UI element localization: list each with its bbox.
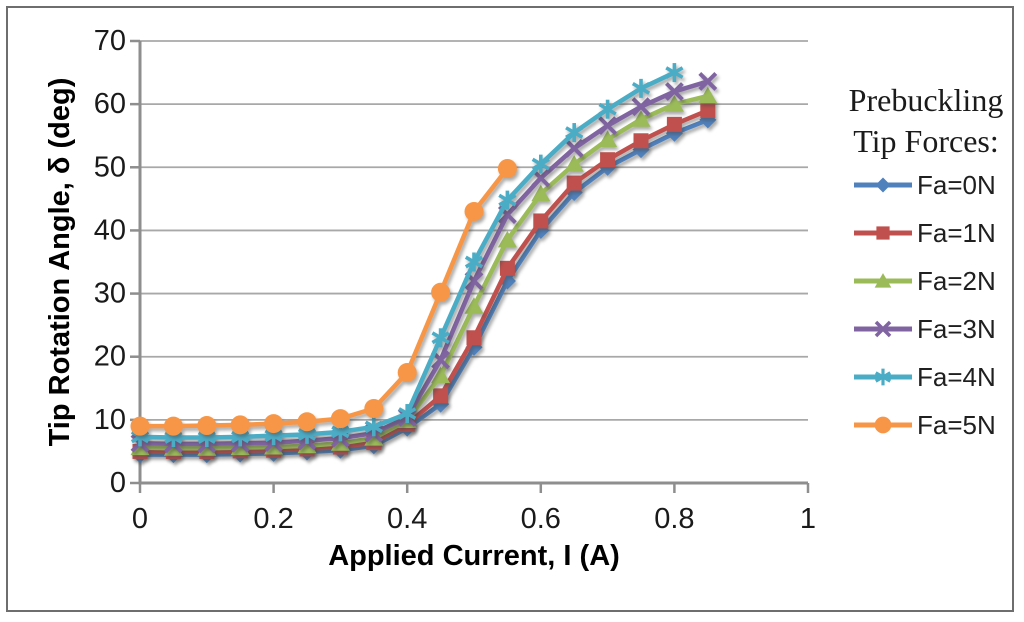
- legend: Prebuckling Tip Forces: Fa=0N Fa=1N Fa=2N F…: [828, 80, 1024, 440]
- y-tick-label: 60: [94, 88, 126, 120]
- x-tick-label: 0: [132, 503, 148, 535]
- legend-label: Fa=5N: [917, 409, 996, 440]
- legend-items: Fa=0N Fa=1N Fa=2N Fa=3N Fa=4N Fa=5N: [852, 170, 996, 462]
- y-tick-label: 10: [94, 404, 126, 436]
- y-tick-label: 40: [94, 214, 126, 246]
- y-tick-label: 20: [94, 341, 126, 373]
- figure-border: [6, 6, 1014, 612]
- y-tick-label: 30: [94, 278, 126, 310]
- legend-title: Prebuckling Tip Forces:: [848, 82, 1004, 159]
- legend-item-Fa=0N: Fa=0N: [852, 170, 996, 200]
- y-axis-title: Tip Rotation Angle, δ (deg): [44, 77, 76, 447]
- x-tick-label: 0.2: [253, 503, 293, 535]
- legend-item-Fa=5N: Fa=5N: [852, 410, 996, 440]
- x-tick-label: 0.6: [521, 503, 561, 535]
- x-marker-icon: [854, 320, 912, 338]
- x-tick-label: 0.8: [654, 503, 694, 535]
- series-Fa=5N: [130, 159, 517, 436]
- legend-item-Fa=4N: Fa=4N: [852, 362, 996, 392]
- x-tick-label: 0.4: [387, 503, 427, 535]
- legend-label: Fa=1N: [917, 217, 996, 248]
- y-tick-label: 70: [94, 25, 126, 57]
- series-Fa=2N: [130, 86, 718, 456]
- diamond-marker-icon: [854, 177, 912, 193]
- y-tick-label: 0: [110, 467, 126, 499]
- triangle-marker-icon: [854, 273, 912, 288]
- x-axis-title: Applied Current, I (A): [328, 540, 620, 572]
- legend-item-Fa=1N: Fa=1N: [852, 218, 996, 248]
- x-tick-label: 1: [800, 503, 816, 535]
- legend-label: Fa=0N: [917, 169, 996, 200]
- asterisk-marker-icon: [854, 368, 912, 386]
- square-marker-icon: [854, 226, 912, 240]
- legend-label: Fa=2N: [917, 265, 996, 296]
- legend-label: Fa=4N: [917, 361, 996, 392]
- legend-item-Fa=2N: Fa=2N: [852, 266, 996, 296]
- legend-label: Fa=3N: [917, 313, 996, 344]
- y-tick-label: 50: [94, 151, 126, 183]
- circle-marker-icon: [854, 416, 912, 434]
- legend-item-Fa=3N: Fa=3N: [852, 314, 996, 344]
- series-Fa=4N: [130, 63, 684, 448]
